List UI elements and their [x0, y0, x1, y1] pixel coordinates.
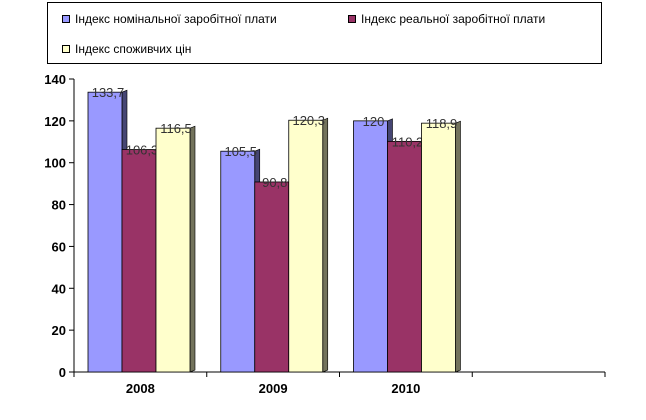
bar — [387, 140, 422, 373]
x-tick-label: 2010 — [391, 381, 420, 396]
data-label: 118,9 — [426, 116, 458, 131]
bar-side — [189, 125, 196, 373]
bar — [254, 181, 290, 373]
bar — [353, 120, 388, 373]
data-label: 120 — [363, 114, 385, 129]
legend-label-cpi: Індекс споживчих цін — [75, 42, 192, 56]
x-tick-label: 2009 — [259, 381, 288, 396]
legend-label-real-wage: Індекс реальної заробітної плати — [361, 12, 546, 26]
bar — [121, 149, 157, 373]
data-label: 90,8 — [262, 175, 287, 190]
legend-swatch-cpi — [62, 45, 70, 53]
y-tick-label: 100 — [44, 156, 66, 171]
bar — [87, 91, 123, 373]
legend: Індекс номінальної заробітної плати Інде… — [47, 2, 602, 64]
y-tick-label: 60 — [52, 239, 66, 254]
y-tick-label: 140 — [44, 72, 66, 87]
y-tick-label: 80 — [52, 198, 66, 213]
legend-swatch-nominal-wage — [62, 15, 70, 23]
legend-item-real-wage: Індекс реальної заробітної плати — [348, 12, 545, 26]
y-tick-label: 120 — [44, 114, 66, 129]
legend-label-nominal-wage: Індекс номінальної заробітної плати — [75, 12, 277, 26]
y-tick-label: 0 — [59, 365, 66, 380]
bar-side — [455, 120, 461, 373]
bar — [155, 127, 191, 373]
data-label: 106,3 — [126, 143, 159, 158]
bar-side — [322, 117, 329, 373]
bar — [220, 150, 256, 373]
data-label: 133,7 — [92, 85, 125, 100]
bar — [288, 119, 324, 373]
legend-swatch-real-wage — [348, 15, 356, 23]
y-tick-label: 20 — [52, 323, 66, 338]
data-label: 110,2 — [392, 134, 424, 149]
x-tick-label: 2008 — [126, 381, 155, 396]
y-tick-label: 40 — [52, 281, 66, 296]
data-label: 116,5 — [160, 121, 192, 136]
legend-item-nominal-wage: Індекс номінальної заробітної плати — [62, 12, 277, 26]
data-label: 120,3 — [292, 113, 325, 128]
data-label: 105,5 — [224, 144, 257, 159]
bar — [421, 122, 456, 373]
legend-item-cpi: Індекс споживчих цін — [62, 42, 191, 56]
